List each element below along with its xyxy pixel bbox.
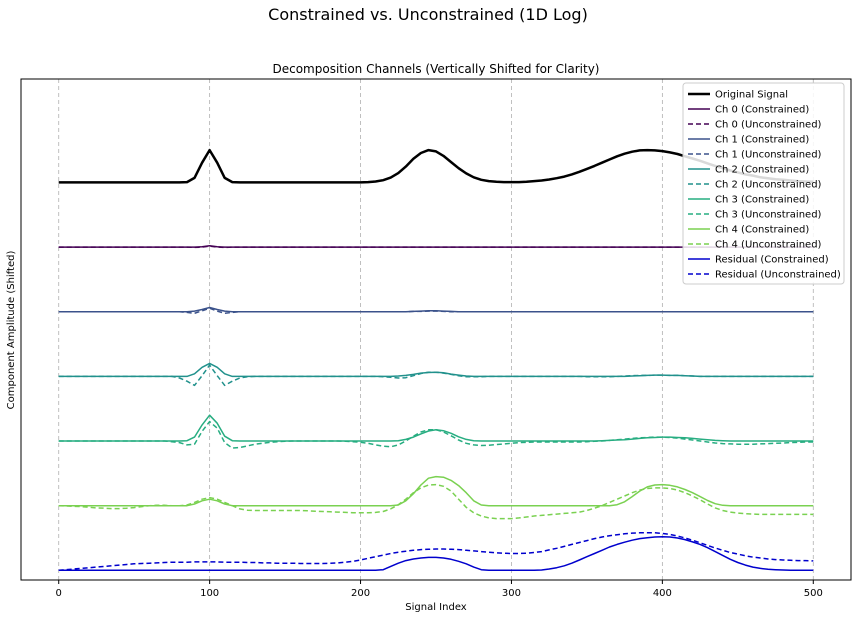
legend-frame xyxy=(682,82,845,285)
legend-label-4: Ch 1 (Unconstrained) xyxy=(715,150,822,161)
legend-label-11: Residual (Constrained) xyxy=(715,255,829,266)
series-line-12 xyxy=(58,532,814,572)
legend-label-9: Ch 4 (Constrained) xyxy=(715,225,809,236)
series-line-8 xyxy=(58,420,814,449)
legend-label-7: Ch 3 (Constrained) xyxy=(715,195,809,206)
series-line-9 xyxy=(58,475,814,507)
legend-label-5: Ch 2 (Constrained) xyxy=(715,165,809,176)
series-line-4 xyxy=(58,307,814,315)
legend-label-10: Ch 4 (Unconstrained) xyxy=(715,240,822,251)
legend-label-8: Ch 3 (Unconstrained) xyxy=(715,210,822,221)
legend-label-12: Residual (Unconstrained) xyxy=(715,270,841,281)
legend-label-0: Original Signal xyxy=(715,90,788,101)
x-tick-label: 500 xyxy=(804,588,823,599)
legend-label-6: Ch 2 (Unconstrained) xyxy=(715,180,822,191)
x-axis-label: Signal Index xyxy=(405,602,467,613)
series-line-7 xyxy=(58,414,814,442)
plot-frame xyxy=(20,78,852,581)
x-tick-label: 100 xyxy=(200,588,219,599)
series-line-6 xyxy=(58,364,814,387)
plot-title: Decomposition Channels (Vertically Shift… xyxy=(272,62,599,76)
legend-label-3: Ch 1 (Constrained) xyxy=(715,135,809,146)
figure-suptitle: Constrained vs. Unconstrained (1D Log) xyxy=(268,5,588,24)
x-tick-label: 0 xyxy=(56,588,62,599)
series-line-10 xyxy=(58,483,814,520)
series-line-11 xyxy=(58,535,814,572)
x-tick-label: 300 xyxy=(502,588,521,599)
x-tick-label: 200 xyxy=(351,588,370,599)
series-line-5 xyxy=(58,362,814,378)
x-tick-label: 400 xyxy=(653,588,672,599)
legend-label-1: Ch 0 (Constrained) xyxy=(715,105,809,116)
y-axis-label: Component Amplitude (Shifted) xyxy=(6,251,17,410)
x-axis-ticks: 0 100 200 300 400 500 xyxy=(56,580,823,599)
legend-label-2: Ch 0 (Unconstrained) xyxy=(715,120,822,131)
legend: Original Signal Ch 0 (Constrained) Ch 0 (U… xyxy=(682,82,845,285)
